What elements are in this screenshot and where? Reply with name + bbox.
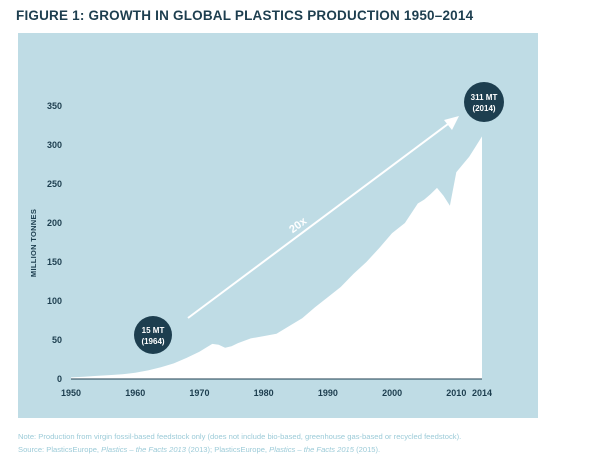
x-tick-label: 1970	[189, 388, 209, 398]
figure-title: FIGURE 1: GROWTH IN GLOBAL PLASTICS PROD…	[16, 8, 474, 23]
source-title-2015: Plastics – the Facts 2015	[269, 445, 354, 454]
source-line: Source: PlasticsEurope, Plastics – the F…	[18, 443, 598, 456]
source-mid: (2013); PlasticsEurope,	[186, 445, 270, 454]
note-line: Note: Production from virgin fossil-base…	[18, 432, 462, 441]
x-tick-label: 1950	[61, 388, 81, 398]
y-tick-label: 300	[47, 140, 62, 150]
start-badge-value: 15 MT	[142, 326, 165, 335]
end-badge	[464, 82, 504, 122]
plastics-production-chart: 0 50 100 150 200 250 300 350 1950 1960 1970 1980 199…	[29, 82, 504, 398]
y-tick-label: 0	[57, 374, 62, 384]
start-badge	[134, 316, 172, 354]
y-tick-label: 150	[47, 257, 62, 267]
source-prefix: Source: PlasticsEurope,	[18, 445, 102, 454]
source-suffix: (2015).	[354, 445, 381, 454]
end-badge-value: 311 MT	[471, 93, 498, 102]
x-tick-label: 2000	[382, 388, 402, 398]
production-area	[71, 136, 482, 379]
y-axis-label: MILLION TONNES	[29, 209, 38, 277]
growth-arrow	[187, 120, 453, 319]
x-tick-label: 1980	[254, 388, 274, 398]
source-title-2013: Plastics – the Facts 2013	[101, 445, 186, 454]
y-tick-label: 350	[47, 101, 62, 111]
figure-notes: Note: Production from virgin fossil-base…	[18, 430, 598, 456]
y-tick-label: 200	[47, 218, 62, 228]
end-badge-year: (2014)	[472, 104, 495, 113]
growth-arrowhead	[444, 116, 459, 130]
growth-factor-label: 20x	[287, 215, 310, 236]
y-tick-label: 50	[52, 335, 62, 345]
y-tick-label: 100	[47, 296, 62, 306]
x-tick-label: 2010	[446, 388, 466, 398]
x-tick-label: 1990	[318, 388, 338, 398]
x-tick-label: 1960	[125, 388, 145, 398]
start-badge-year: (1964)	[141, 337, 164, 346]
x-tick-label: 2014	[472, 388, 492, 398]
y-tick-label: 250	[47, 179, 62, 189]
